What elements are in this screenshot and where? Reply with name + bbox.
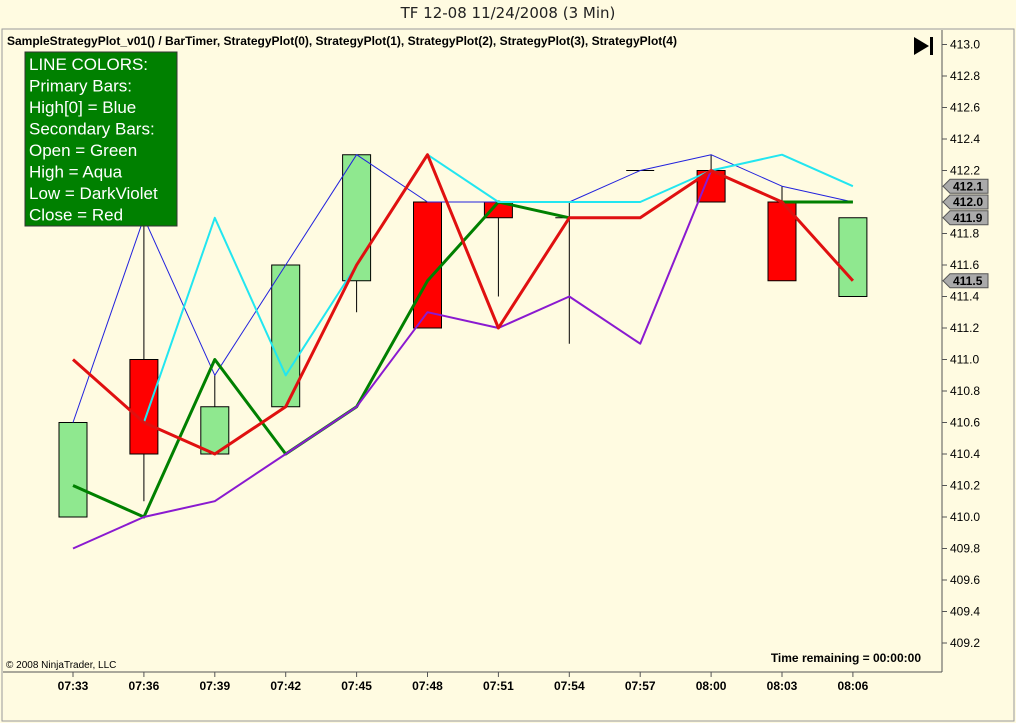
candle (767, 186, 797, 282)
candle-body (58, 422, 88, 518)
x-tick-label: 07:54 (554, 679, 585, 693)
y-tick-label: 409.8 (950, 542, 980, 556)
time-remaining-text: Time remaining = 00:00:00 (771, 651, 922, 665)
candle (271, 264, 301, 408)
y-tick-label: 411.6 (950, 258, 979, 272)
x-tick-label: 08:06 (838, 679, 869, 693)
y-tick-label: 411.2 (950, 321, 979, 335)
candle (342, 154, 372, 313)
y-tick-label: 412.4 (950, 132, 980, 146)
candle-body (271, 264, 301, 408)
x-tick-label: 07:42 (270, 679, 301, 693)
series-line (142, 153, 854, 423)
legend-line: High = Aqua (29, 163, 123, 182)
legend-line: Open = Green (29, 141, 137, 160)
series-line (72, 153, 855, 456)
y-tick-label: 412.2 (950, 164, 980, 178)
price-marker: 412.0 (942, 194, 989, 210)
legend-box: LINE COLORS: Primary Bars: High[0] = Blue S… (24, 51, 178, 227)
series-lines (72, 153, 855, 550)
price-marker: 411.5 (942, 273, 989, 289)
x-tick-label: 07:36 (129, 679, 160, 693)
chart-header: SampleStrategyPlot_v01() / BarTimer, Str… (7, 34, 677, 48)
candle-body (767, 201, 797, 282)
window-title: TF 12-08 11/24/2008 (3 Min) (400, 4, 616, 22)
y-axis: 409.2 409.4 409.6 409.8 410.0 410.2 410.4 410.6… (942, 38, 980, 650)
candle-body (413, 201, 442, 329)
candles (58, 154, 868, 518)
copyright-text: © 2008 NinjaTrader, LLC (6, 660, 116, 671)
legend-line: Primary Bars: (29, 77, 132, 96)
x-tick-label: 07:48 (412, 679, 443, 693)
y-tick-label: 409.2 (950, 636, 980, 650)
y-tick-label: 412.8 (950, 69, 980, 83)
y-tick-label: 410.6 (950, 416, 980, 430)
y-tick-label: 409.4 (950, 605, 980, 619)
svg-text:LINE COLORS:Primary Bars:High[: LINE COLORS: Primary Bars: High[0] = Blue S… (29, 55, 158, 225)
legend-line: LINE COLORS: (29, 55, 148, 74)
y-tick-label: 410.0 (950, 510, 980, 524)
y-tick-label: 411.4 (950, 290, 979, 304)
candle (413, 201, 442, 329)
candle (58, 422, 88, 518)
price-marker: 412.1 (942, 178, 989, 194)
legend-line: Low = DarkViolet (29, 184, 158, 203)
series-line (72, 154, 854, 423)
x-tick-label: 07:39 (199, 679, 230, 693)
candle (838, 217, 868, 297)
candle-body (342, 154, 372, 282)
x-tick-label: 08:03 (767, 679, 798, 693)
skip-to-end-icon[interactable] (914, 37, 933, 55)
y-tick-label: 410.2 (950, 479, 980, 493)
price-marker-label: 412.1 (953, 179, 983, 193)
price-marker-label: 411.9 (953, 211, 983, 225)
price-marker-label: 411.5 (953, 274, 983, 288)
x-tick-label: 07:57 (625, 679, 656, 693)
x-tick-label: 07:45 (341, 679, 372, 693)
y-tick-label: 412.6 (950, 101, 980, 115)
x-axis: 07:33 07:36 07:39 07:42 07:45 07:48 07:51 07:54… (58, 672, 869, 693)
y-tick-label: 410.8 (950, 384, 980, 398)
y-tick-label: 413.0 (950, 38, 980, 52)
x-tick-label: 08:00 (696, 679, 727, 693)
price-marker: 411.9 (942, 210, 989, 226)
y-tick-label: 409.6 (950, 573, 980, 587)
candle (129, 217, 159, 502)
legend-line: Close = Red (29, 206, 123, 225)
x-tick-label: 07:33 (58, 679, 89, 693)
series-line (72, 170, 713, 550)
candle (483, 201, 513, 297)
legend-line: High[0] = Blue (29, 98, 136, 117)
price-markers: 412.1 412.0 411.9 411.5 (942, 178, 989, 289)
x-tick-label: 07:51 (483, 679, 514, 693)
price-marker-label: 412.0 (953, 195, 983, 209)
candle-body (129, 359, 159, 455)
y-tick-label: 410.4 (950, 447, 980, 461)
legend-line: Secondary Bars: (29, 120, 155, 139)
y-tick-label: 411.8 (950, 227, 979, 241)
candle-body (838, 217, 868, 297)
y-tick-label: 411.0 (950, 353, 979, 367)
